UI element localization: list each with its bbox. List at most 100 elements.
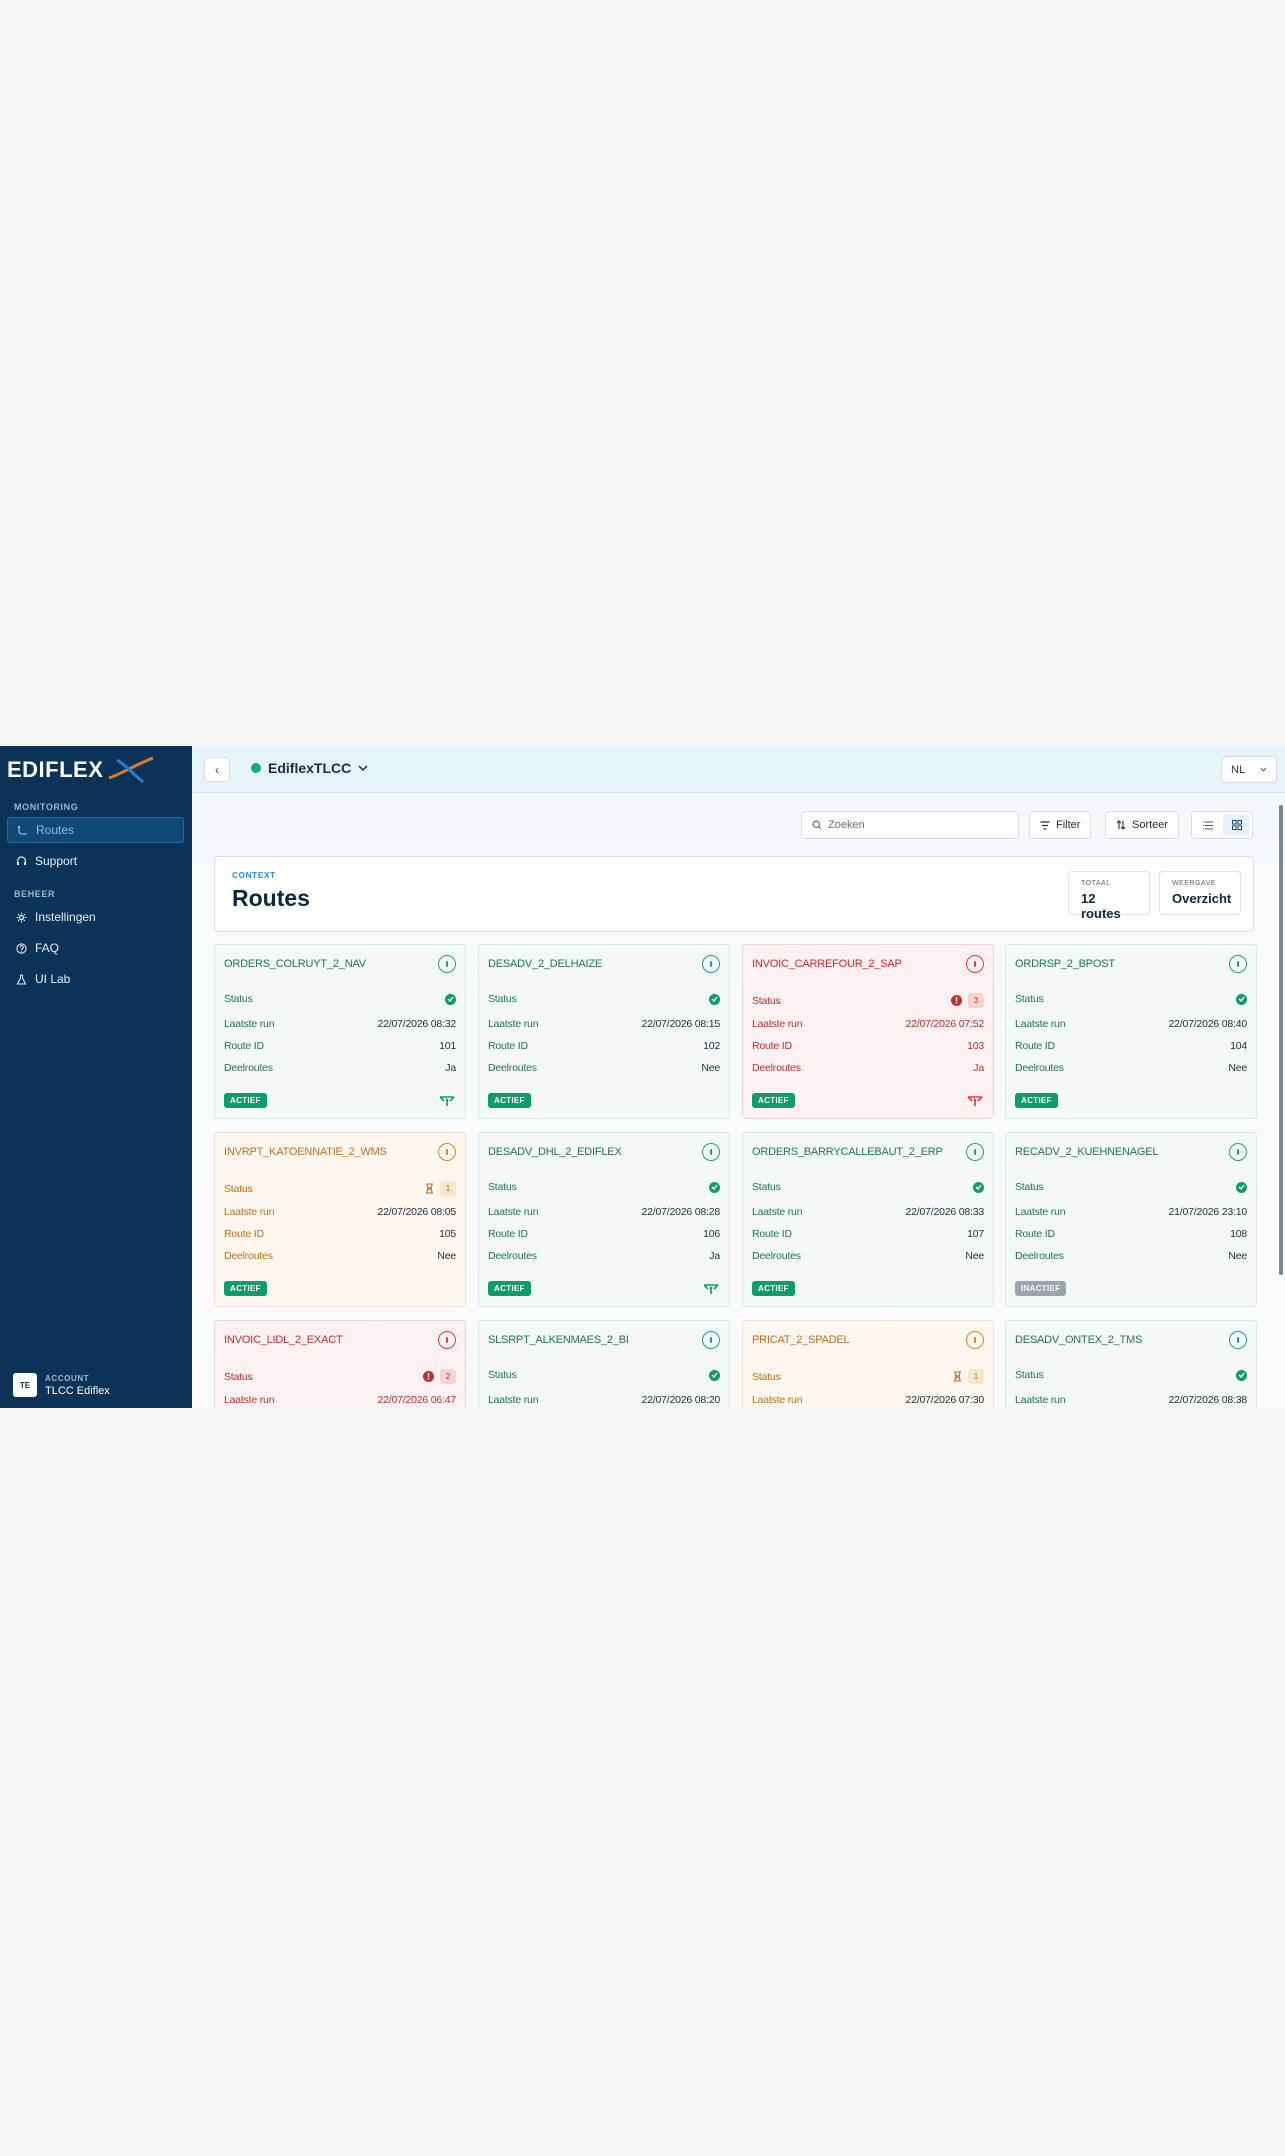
info-icon[interactable] xyxy=(1229,1331,1247,1349)
status-row: Status xyxy=(488,1369,720,1381)
route-id-row: Route ID 105 xyxy=(224,1228,456,1240)
language-value: NL xyxy=(1231,763,1246,776)
last-run-label: Laatste run xyxy=(752,1394,803,1406)
route-name: DESADV_DHL_2_EDIFLEX xyxy=(488,1146,622,1158)
context-label: CONTEXT xyxy=(232,871,276,880)
info-icon[interactable] xyxy=(438,1331,456,1349)
route-card[interactable]: ORDRSP_2_BPOST Status Laatste run 22/07/202… xyxy=(1005,944,1257,1119)
last-run-label: Laatste run xyxy=(488,1394,539,1406)
pending-count-badge: 1 xyxy=(968,1369,984,1384)
last-run-label: Laatste run xyxy=(1015,1206,1066,1218)
account-name: TLCC Ediflex xyxy=(45,1384,110,1397)
route-card[interactable]: ORDERS_BARRYCALLEBAUT_2_ERP Status Laatste… xyxy=(742,1132,994,1307)
subroutes-row: Deelroutes Ja xyxy=(752,1062,984,1074)
search-box[interactable] xyxy=(801,811,1019,839)
route-card[interactable]: DESADV_ONTEX_2_TMS Status Laatste run 22/07… xyxy=(1005,1320,1257,1408)
error-count-badge: 2 xyxy=(440,1369,456,1384)
tenant-selector[interactable]: EdiflexTLCC xyxy=(251,760,368,776)
sort-label: Sorteer xyxy=(1132,819,1169,831)
language-selector[interactable]: NL xyxy=(1221,756,1277,783)
info-icon[interactable] xyxy=(1229,1143,1247,1161)
view-label: WEERGAVE xyxy=(1172,880,1216,887)
route-card[interactable]: RECADV_2_KUEHNENAGEL Status Laatste run 21/… xyxy=(1005,1132,1257,1307)
route-card[interactable]: DESADV_DHL_2_EDIFLEX Status Laatste run 22/… xyxy=(478,1132,730,1307)
scrollbar[interactable] xyxy=(1278,793,1285,1408)
status-label: Status xyxy=(752,1370,781,1383)
route-id-label: Route ID xyxy=(224,1228,264,1240)
info-icon[interactable] xyxy=(438,1143,456,1161)
route-card[interactable]: PRICAT_2_SPADEL Status 1 Laatste run 22/07/2… xyxy=(742,1320,994,1408)
list-view-button[interactable] xyxy=(1194,814,1221,836)
account[interactable]: TE ACCOUNT TLCC Ediflex xyxy=(13,1373,110,1397)
status-row: Status 1 xyxy=(752,1369,984,1384)
page-title: Routes xyxy=(232,885,310,911)
sort-button[interactable]: Sorteer xyxy=(1105,811,1180,839)
status-row: Status xyxy=(1015,1369,1247,1381)
status-row: Status 1 xyxy=(224,1181,456,1196)
status-error-icon xyxy=(951,995,962,1006)
subroutes-label: Deelroutes xyxy=(1015,1062,1064,1074)
last-run-value: 22/07/2026 06:47 xyxy=(377,1394,456,1406)
status-row: Status xyxy=(1015,993,1247,1005)
info-icon[interactable] xyxy=(438,955,456,973)
search-input[interactable] xyxy=(828,819,998,831)
sidebar-item-support[interactable]: Support xyxy=(7,848,184,874)
info-icon[interactable] xyxy=(1229,955,1247,973)
scrollbar-thumb[interactable] xyxy=(1279,805,1283,1275)
info-icon[interactable] xyxy=(966,955,984,973)
avatar: TE xyxy=(13,1373,37,1397)
info-icon[interactable] xyxy=(702,955,720,973)
sidebar-item-ui-lab[interactable]: UI Lab xyxy=(7,966,184,992)
route-card[interactable]: SLSRPT_ALKENMAES_2_BI Status Laatste run 22… xyxy=(478,1320,730,1408)
filter-button[interactable]: Filter xyxy=(1029,811,1092,839)
route-card[interactable]: DESADV_2_DELHAIZE Status Laatste run 22/07/… xyxy=(478,944,730,1119)
tenant-status-dot xyxy=(251,763,261,773)
sidebar-item-label: FAQ xyxy=(35,941,60,955)
subroutes-value: Nee xyxy=(701,1062,720,1074)
subroutes-icon xyxy=(967,1094,983,1112)
sidebar-item-label: Instellingen xyxy=(35,910,96,924)
logo-swoosh-icon xyxy=(108,756,154,784)
subroutes-row: Deelroutes Nee xyxy=(1015,1250,1247,1262)
route-id-label: Route ID xyxy=(1015,1228,1055,1240)
info-icon[interactable] xyxy=(966,1331,984,1349)
status-error-icon xyxy=(423,1371,434,1382)
last-run-value: 22/07/2026 08:05 xyxy=(377,1206,456,1218)
route-id-value: 105 xyxy=(439,1228,456,1240)
status-ok-icon xyxy=(973,1181,984,1193)
status-label: Status xyxy=(752,1181,781,1193)
last-run-row: Laatste run 22/07/2026 08:15 xyxy=(488,1018,720,1030)
last-run-value: 22/07/2026 08:40 xyxy=(1168,1018,1247,1030)
status-label: Status xyxy=(488,1181,517,1193)
route-card[interactable]: INVOIC_LIDL_2_EXACT Status 2 Laatste run 22/… xyxy=(214,1320,466,1408)
last-run-row: Laatste run 22/07/2026 07:52 xyxy=(752,1018,984,1030)
info-icon[interactable] xyxy=(966,1143,984,1161)
route-id-label: Route ID xyxy=(752,1040,792,1052)
last-run-row: Laatste run 22/07/2026 08:40 xyxy=(1015,1018,1247,1030)
route-card[interactable]: ORDERS_COLRUYT_2_NAV Status Laatste run 22/… xyxy=(214,944,466,1119)
info-icon[interactable] xyxy=(702,1143,720,1161)
headset-icon xyxy=(16,855,27,867)
route-id-row: Route ID 108 xyxy=(1015,1228,1247,1240)
info-icon[interactable] xyxy=(702,1331,720,1349)
subroutes-row: Deelroutes Ja xyxy=(224,1062,456,1074)
route-card[interactable]: INVOIC_CARREFOUR_2_SAP Status 3 Laatste run… xyxy=(742,944,994,1119)
status-row: Status xyxy=(488,993,720,1005)
last-run-value: 22/07/2026 07:52 xyxy=(905,1018,984,1030)
sidebar-item-instellingen[interactable]: Instellingen xyxy=(7,904,184,930)
status-label: Status xyxy=(488,1369,517,1381)
subroutes-value: Ja xyxy=(445,1062,456,1074)
subroutes-label: Deelroutes xyxy=(752,1250,801,1262)
sidebar-item-routes[interactable]: Routes xyxy=(7,817,184,843)
view-toggle xyxy=(1191,811,1253,839)
grid-view-button[interactable] xyxy=(1223,814,1250,836)
last-run-value: 22/07/2026 08:28 xyxy=(641,1206,720,1218)
subroutes-row: Deelroutes Nee xyxy=(488,1062,720,1074)
last-run-label: Laatste run xyxy=(488,1018,539,1030)
sidebar-item-faq[interactable]: FAQ xyxy=(7,935,184,961)
status-ok-icon xyxy=(1236,1181,1247,1193)
route-card[interactable]: INVRPT_KATOENNATIE_2_WMS Status 1 Laatste r… xyxy=(214,1132,466,1307)
collapse-sidebar-button[interactable]: ‹ xyxy=(204,757,230,782)
list-icon xyxy=(1202,820,1213,830)
chevron-down-icon xyxy=(358,765,368,771)
